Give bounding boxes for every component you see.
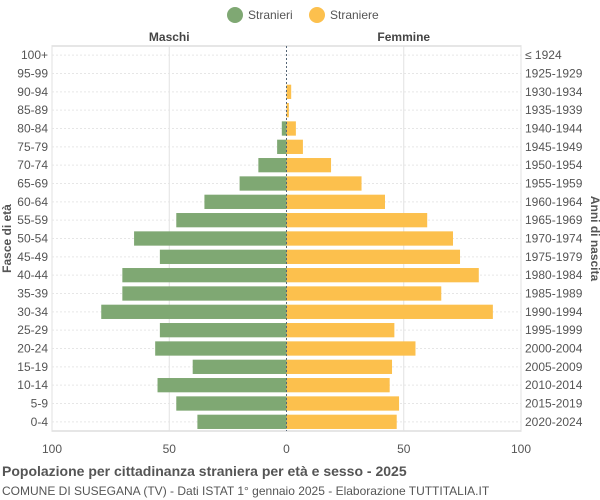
age-group-label: 75-79 (17, 140, 48, 154)
bar-male-30-34 (101, 304, 287, 319)
age-group-label: 55-59 (17, 213, 48, 227)
x-tick-label: 50 (163, 442, 177, 456)
age-group-label: 95-99 (17, 67, 48, 81)
bar-female-65-69 (286, 176, 362, 191)
bar-female-15-19 (286, 359, 393, 374)
bar-male-65-69 (239, 176, 287, 191)
legend-label-stranieri: Stranieri (248, 8, 293, 22)
bar-male-15-19 (192, 359, 287, 374)
birth-year-label: 1945-1949 (525, 140, 583, 154)
birth-year-label: 1950-1954 (525, 158, 583, 172)
age-group-label: 10-14 (17, 378, 48, 392)
header-femmine: Femmine (377, 30, 430, 44)
chart-subtitle: COMUNE DI SUSEGANA (TV) - Dati ISTAT 1° … (2, 484, 490, 498)
age-group-label: 15-19 (17, 360, 48, 374)
bar-male-20-24 (155, 341, 287, 356)
bar-female-35-39 (286, 286, 442, 301)
birth-year-label: 2015-2019 (525, 397, 583, 411)
bar-male-25-29 (159, 323, 287, 338)
bar-male-35-39 (122, 286, 287, 301)
y-axis-title-right: Anni di nascita (588, 196, 600, 282)
bar-male-55-59 (176, 213, 287, 228)
x-tick-label: 100 (42, 442, 62, 456)
bar-female-55-59 (286, 213, 428, 228)
x-tick-label: 0 (283, 442, 290, 456)
legend-marker-straniere (309, 7, 325, 23)
bar-female-90-94 (286, 84, 292, 99)
age-group-label: 100+ (21, 48, 48, 62)
bar-female-0-4 (286, 414, 397, 429)
birth-year-label: 2005-2009 (525, 360, 583, 374)
age-group-label: 30-34 (17, 305, 48, 319)
birth-year-label: 1980-1984 (525, 268, 583, 282)
x-tick-label: 50 (397, 442, 411, 456)
birth-year-label: 1955-1959 (525, 177, 583, 191)
age-group-label: 0-4 (31, 415, 49, 429)
birth-year-label: 1940-1944 (525, 122, 583, 136)
bar-male-80-84 (281, 121, 287, 136)
bar-male-70-74 (258, 158, 287, 173)
bar-female-10-14 (286, 378, 390, 393)
age-group-label: 50-54 (17, 232, 48, 246)
age-group-label: 5-9 (31, 397, 49, 411)
age-group-label: 25-29 (17, 323, 48, 337)
birth-year-label: 1990-1994 (525, 305, 583, 319)
birth-year-label: 1975-1979 (525, 250, 583, 264)
birth-year-label: 2010-2014 (525, 378, 583, 392)
birth-year-label: ≤ 1924 (525, 48, 562, 62)
bar-male-5-9 (176, 396, 287, 411)
birth-year-label: 1925-1929 (525, 67, 583, 81)
age-group-label: 85-89 (17, 103, 48, 117)
birth-year-label: 2020-2024 (525, 415, 583, 429)
bar-female-70-74 (286, 158, 332, 173)
legend-label-straniere: Straniere (330, 8, 379, 22)
age-group-label: 20-24 (17, 342, 48, 356)
bar-female-75-79 (286, 139, 303, 154)
age-group-label: 60-64 (17, 195, 48, 209)
birth-year-label: 1985-1989 (525, 287, 583, 301)
legend-marker-stranieri (227, 7, 243, 23)
bar-male-60-64 (204, 194, 287, 209)
bar-female-40-44 (286, 268, 479, 283)
bar-female-45-49 (286, 249, 461, 264)
age-group-label: 80-84 (17, 122, 48, 136)
header-maschi: Maschi (149, 30, 190, 44)
age-group-label: 35-39 (17, 287, 48, 301)
age-group-label: 70-74 (17, 158, 48, 172)
bar-male-0-4 (197, 414, 287, 429)
birth-year-label: 1995-1999 (525, 323, 583, 337)
population-pyramid-chart: 100 50 0 50 100 100+ ≤ 1924 95-99 1925-1929 90-94… (0, 7, 600, 456)
bar-female-85-89 (286, 103, 289, 118)
bar-male-10-14 (157, 378, 287, 393)
bar-female-30-34 (286, 304, 493, 319)
bar-female-5-9 (286, 396, 400, 411)
bar-female-25-29 (286, 323, 395, 338)
bar-female-60-64 (286, 194, 385, 209)
age-group-label: 45-49 (17, 250, 48, 264)
age-group-label: 90-94 (17, 85, 48, 99)
age-group-label: 65-69 (17, 177, 48, 191)
birth-year-label: 1960-1964 (525, 195, 583, 209)
bar-male-50-54 (134, 231, 287, 246)
x-tick-label: 100 (511, 442, 531, 456)
bar-male-45-49 (159, 249, 287, 264)
birth-year-label: 1965-1969 (525, 213, 583, 227)
chart-title: Popolazione per cittadinanza straniera p… (2, 463, 407, 479)
birth-year-label: 1935-1939 (525, 103, 583, 117)
bar-male-75-79 (277, 139, 287, 154)
bar-female-50-54 (286, 231, 453, 246)
bar-female-20-24 (286, 341, 416, 356)
y-axis-title-left: Fasce di età (0, 204, 14, 273)
bar-female-80-84 (286, 121, 296, 136)
birth-year-label: 2000-2004 (525, 342, 583, 356)
age-group-label: 40-44 (17, 268, 48, 282)
birth-year-label: 1930-1934 (525, 85, 583, 99)
bar-male-40-44 (122, 268, 287, 283)
birth-year-label: 1970-1974 (525, 232, 583, 246)
